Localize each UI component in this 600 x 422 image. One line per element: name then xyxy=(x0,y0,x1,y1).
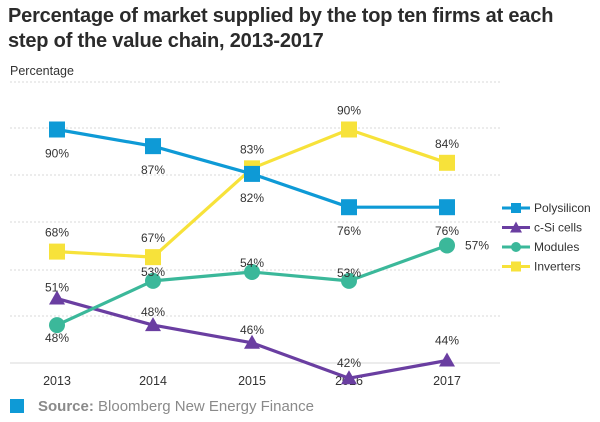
x-tick-label: 2015 xyxy=(238,374,266,388)
data-point xyxy=(439,154,455,171)
data-label: 84% xyxy=(435,137,459,151)
data-label: 44% xyxy=(435,334,459,348)
data-point xyxy=(145,138,161,155)
chart-title: Percentage of market supplied by the top… xyxy=(8,5,554,52)
data-label: 68% xyxy=(45,226,69,240)
data-label: 90% xyxy=(337,104,361,118)
data-point xyxy=(341,121,357,138)
data-label: 46% xyxy=(240,323,264,337)
data-point xyxy=(49,290,65,305)
source-note: Source: Bloomberg New Energy Finance xyxy=(10,398,314,415)
source-text: Bloomberg New Energy Finance xyxy=(98,398,314,415)
legend-label: Modules xyxy=(534,240,579,254)
legend-label: c-Si cells xyxy=(534,221,582,235)
data-label: 42% xyxy=(337,356,361,370)
line-chart: 2013201420152016201768%67%83%90%84%90%87… xyxy=(10,81,591,388)
data-point xyxy=(244,264,260,280)
data-point xyxy=(341,272,357,289)
data-label: 67% xyxy=(141,231,165,245)
x-tick-label: 2013 xyxy=(43,374,71,388)
data-label: 57% xyxy=(465,238,489,252)
data-label: 53% xyxy=(337,266,361,280)
data-label: 82% xyxy=(240,191,264,205)
legend-marker xyxy=(511,261,521,272)
legend-marker xyxy=(511,242,521,252)
data-label: 76% xyxy=(337,224,361,238)
data-point xyxy=(341,199,357,216)
data-point xyxy=(49,121,65,138)
x-tick-label: 2014 xyxy=(139,374,167,388)
legend-marker xyxy=(511,203,521,213)
data-label: 51% xyxy=(45,281,69,295)
data-label: 90% xyxy=(45,147,69,161)
data-point xyxy=(145,317,161,332)
data-label: 87% xyxy=(141,163,165,177)
data-point xyxy=(341,370,357,385)
data-point xyxy=(49,243,65,260)
legend-marker xyxy=(510,221,522,233)
data-label: 76% xyxy=(435,224,459,238)
data-point xyxy=(439,352,455,367)
data-point xyxy=(244,165,260,182)
source-label: Source: xyxy=(38,398,94,415)
data-label: 53% xyxy=(141,265,165,279)
y-axis-label: Percentage xyxy=(10,64,74,78)
data-point xyxy=(439,199,455,216)
source-square-icon xyxy=(10,399,24,413)
legend-label: Polysilicon xyxy=(534,201,591,215)
data-point xyxy=(439,237,455,254)
data-point xyxy=(145,249,161,266)
data-point xyxy=(49,317,65,334)
data-point xyxy=(244,334,260,349)
data-point xyxy=(145,272,161,289)
x-tick-label: 2017 xyxy=(433,374,461,388)
data-label: 48% xyxy=(141,305,165,319)
data-label: 83% xyxy=(240,142,264,156)
legend-label: Inverters xyxy=(534,260,581,274)
data-label: 48% xyxy=(45,331,69,345)
data-label: 54% xyxy=(240,256,264,270)
